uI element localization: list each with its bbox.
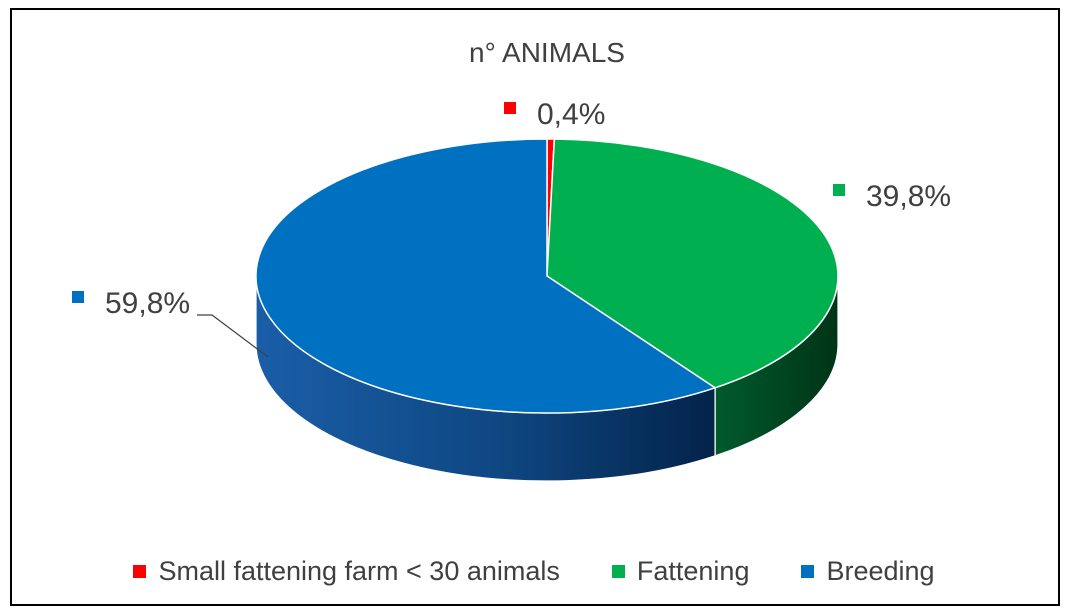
legend-label-fattening: Fattening [636,556,750,586]
data-labels: 0,4% 39,8% 59,8% [72,98,951,358]
data-label-small-fattening-farm: 0,4% [504,98,605,131]
pie-slice-fattening [546,138,839,389]
data-label-breeding: 59,8% [72,287,190,320]
chart-title: n° ANIMALS [469,37,625,68]
legend-swatch-fattening [611,565,625,578]
legend-swatch-small-fattening-farm [133,565,147,578]
data-label-swatch-small-fattening-farm [504,102,516,114]
data-label-text-breeding: 59,8% [105,287,190,320]
legend-item-fattening: Fattening [611,556,750,587]
legend-item-breeding: Breeding [801,556,935,587]
pie-slices [255,138,839,414]
data-label-text-fattening: 39,8% [866,180,951,213]
data-label-swatch-fattening [833,184,845,196]
data-label-swatch-breeding [72,291,84,303]
data-label-fattening: 39,8% [833,180,951,213]
legend-label-small-fattening-farm: Small fattening farm < 30 animals [158,556,560,586]
leader-line-breeding [197,314,269,358]
legend-label-breeding: Breeding [826,556,935,586]
data-label-text-small-fattening-farm: 0,4% [537,98,605,131]
legend: Small fattening farm < 30 animals Fatten… [0,556,1068,587]
legend-item-small-fattening-farm: Small fattening farm < 30 animals [133,556,560,587]
pie-slice-breeding [255,138,716,414]
legend-swatch-breeding [801,565,815,578]
